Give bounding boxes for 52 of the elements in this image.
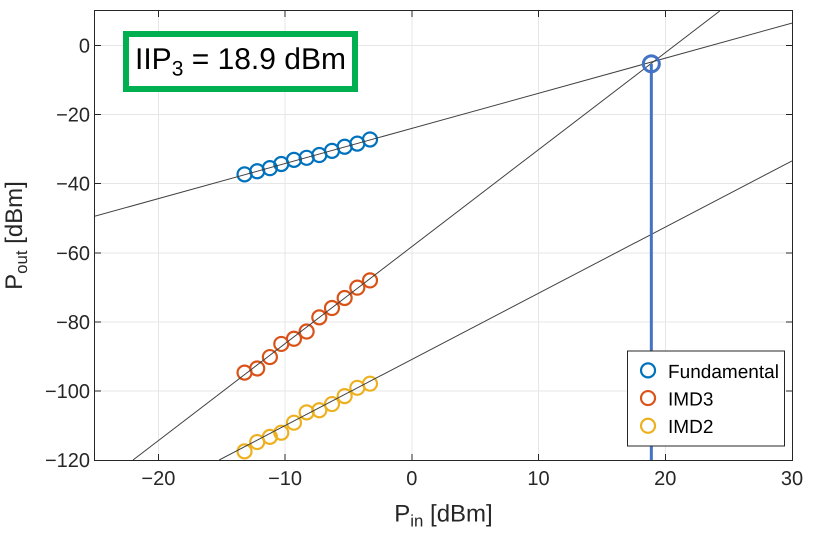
point bbox=[349, 136, 366, 152]
point bbox=[362, 272, 378, 288]
point bbox=[286, 152, 302, 168]
point bbox=[311, 146, 328, 164]
x-tick-label: −10 bbox=[268, 468, 302, 490]
point bbox=[336, 138, 353, 155]
point bbox=[298, 150, 315, 166]
x-tick-label: −20 bbox=[141, 468, 176, 490]
point bbox=[642, 54, 661, 74]
x-tick-label: 20 bbox=[654, 468, 676, 490]
point bbox=[236, 364, 253, 381]
point bbox=[336, 290, 353, 306]
y-tick-label: −60 bbox=[56, 242, 90, 265]
point bbox=[236, 443, 253, 460]
point bbox=[236, 166, 253, 182]
point bbox=[336, 388, 353, 404]
point bbox=[273, 336, 290, 352]
point bbox=[311, 309, 328, 326]
annotation: IIP$_{3}$ = 18.9 dBm bbox=[135, 43, 346, 80]
point bbox=[249, 163, 266, 180]
y-tick-label: 0 bbox=[78, 36, 90, 58]
point bbox=[286, 330, 302, 347]
point bbox=[273, 156, 290, 172]
point bbox=[249, 434, 266, 450]
point bbox=[324, 300, 340, 316]
point bbox=[324, 142, 340, 159]
point bbox=[273, 424, 290, 441]
y-tick-label: −20 bbox=[56, 104, 90, 127]
legend-label: Fundamental bbox=[668, 362, 779, 383]
x-axis-title: P$_{in}$ [dBm] bbox=[394, 500, 493, 530]
legend-label: IMD3 bbox=[668, 389, 714, 410]
point bbox=[349, 380, 366, 396]
x-tick-label: 10 bbox=[527, 468, 550, 490]
point bbox=[286, 414, 302, 431]
y-tick-label: −120 bbox=[44, 450, 90, 472]
point bbox=[298, 323, 315, 340]
point bbox=[324, 396, 340, 412]
point bbox=[249, 360, 266, 377]
point bbox=[262, 428, 278, 445]
x-tick-label: 0 bbox=[406, 468, 418, 490]
point bbox=[262, 160, 278, 176]
y-tick-label: −80 bbox=[56, 312, 90, 334]
point bbox=[362, 376, 378, 392]
point bbox=[349, 280, 366, 296]
y-tick-label: −100 bbox=[44, 380, 90, 403]
point bbox=[262, 348, 278, 366]
point bbox=[311, 402, 328, 418]
x-tick-label: 30 bbox=[780, 468, 804, 490]
point bbox=[298, 404, 315, 420]
y-tick-label: −40 bbox=[56, 174, 90, 196]
point bbox=[362, 131, 378, 148]
legend-label: IMD2 bbox=[668, 417, 714, 438]
